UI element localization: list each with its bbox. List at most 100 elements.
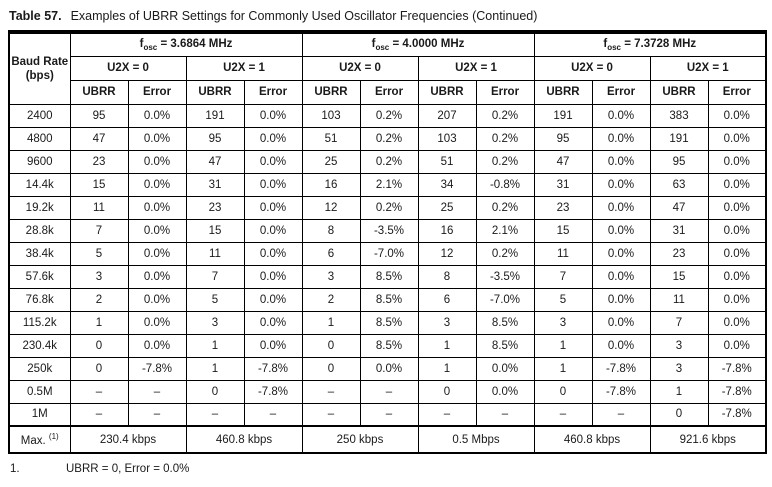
- value-cell: 0.2%: [475, 126, 535, 151]
- max-value-cell: 230.4 kbps: [69, 425, 187, 454]
- value-cell: 0.2%: [359, 103, 419, 128]
- value-cell: 2.1%: [359, 172, 419, 197]
- value-cell: 8.5%: [359, 333, 419, 358]
- value-cell: 0.0%: [707, 333, 767, 358]
- baud-cell: 230.4k: [8, 333, 71, 358]
- value-cell: 0: [69, 333, 129, 358]
- value-cell: 0.0%: [591, 195, 651, 220]
- column-header: Error: [243, 79, 303, 105]
- value-cell: 3: [649, 333, 709, 358]
- value-cell: -7.8%: [707, 379, 767, 404]
- max-value-cell: 460.8 kbps: [185, 425, 303, 454]
- value-cell: 0.2%: [359, 195, 419, 220]
- baud-cell: 14.4k: [8, 172, 71, 197]
- column-header: UBRR: [301, 79, 361, 105]
- value-cell: 1: [417, 333, 477, 358]
- table-row: 0.5M – –0 -7.8% – –0 0.0% 0 -7.8% 1 -7.8%: [8, 379, 767, 404]
- value-cell: 0.2%: [475, 103, 535, 128]
- value-cell: 3: [533, 310, 593, 335]
- value-cell: 25: [417, 195, 477, 220]
- baud-cell: 57.6k: [8, 264, 71, 289]
- value-cell: 0.0%: [707, 149, 767, 174]
- value-cell: 0.0%: [707, 264, 767, 289]
- value-cell: 8: [417, 264, 477, 289]
- fosc-subscript: osc: [607, 42, 622, 52]
- baud-cell: 19.2k: [8, 195, 71, 220]
- value-cell: –: [417, 402, 477, 427]
- table-row: 9600 23 0.0% 47 0.0% 25 0.2% 51 0.2% 47 0.0% 95 0.0%: [8, 149, 767, 174]
- value-cell: 11: [533, 241, 593, 266]
- value-cell: -7.8%: [591, 356, 651, 381]
- value-cell: –: [127, 402, 187, 427]
- max-value-cell: 921.6 kbps: [649, 425, 767, 454]
- value-cell: 191: [649, 126, 709, 151]
- column-header: Error: [707, 79, 767, 105]
- column-header: UBRR: [533, 79, 593, 105]
- table-row: 57.6k 3 0.0% 7 0.0% 3 8.5% 8 -3.5% 7 0.0% 15 0.0%: [8, 264, 767, 289]
- value-cell: –: [301, 379, 361, 404]
- footnote-text: UBRR = 0, Error = 0.0%: [66, 463, 190, 475]
- value-cell: 0.0%: [359, 356, 419, 381]
- value-cell: 0.0%: [707, 287, 767, 312]
- value-cell: 15: [533, 218, 593, 243]
- value-cell: –: [475, 402, 535, 427]
- value-cell: 7: [185, 264, 245, 289]
- value-cell: 7: [69, 218, 129, 243]
- column-header: UBRR: [417, 79, 477, 105]
- column-header: Error: [475, 79, 535, 105]
- value-cell: 6: [417, 287, 477, 312]
- fosc-header-4-0000: fosc = 4.0000 MHz: [301, 31, 535, 57]
- max-speed-row: Max. (1) 230.4 kbps 460.8 kbps 250 kbps …: [8, 425, 767, 454]
- table-row: 2400 95 0.0% 191 0.0% 103 0.2% 207 0.2% 191 0.0% 38…: [8, 103, 767, 128]
- value-cell: 15: [649, 264, 709, 289]
- value-cell: 0.0%: [591, 241, 651, 266]
- value-cell: 31: [533, 172, 593, 197]
- table-header: Baud Rate (bps) fosc = 3.6864 MHz fosc =…: [8, 31, 767, 105]
- max-value-cell: 250 kbps: [301, 425, 419, 454]
- value-cell: 47: [185, 149, 245, 174]
- value-cell: 16: [417, 218, 477, 243]
- value-cell: 0.2%: [475, 149, 535, 174]
- value-cell: 0.0%: [591, 172, 651, 197]
- value-cell: 0.0%: [591, 310, 651, 335]
- value-cell: 0.0%: [243, 126, 303, 151]
- value-cell: 0.0%: [243, 195, 303, 220]
- value-cell: 0.0%: [243, 287, 303, 312]
- max-label: Max.: [20, 435, 46, 447]
- value-cell: 0.0%: [591, 264, 651, 289]
- table-caption-text: Examples of UBRR Settings for Commonly U…: [70, 9, 538, 23]
- value-cell: 95: [533, 126, 593, 151]
- u2x-header: U2X = 0: [69, 55, 187, 81]
- value-cell: 1: [185, 333, 245, 358]
- value-cell: 0.0%: [243, 218, 303, 243]
- fosc-value: = 4.0000 MHz: [389, 37, 465, 50]
- baud-cell: 1M: [8, 402, 71, 427]
- value-cell: 383: [649, 103, 709, 128]
- header-row-cols: UBRR Error UBRR Error UBRR Error UBRR Er…: [9, 79, 767, 105]
- value-cell: 95: [649, 149, 709, 174]
- value-cell: 23: [185, 195, 245, 220]
- value-cell: 31: [649, 218, 709, 243]
- value-cell: 1: [417, 356, 477, 381]
- table-row: 250k 0 -7.8% 1 -7.8% 0 0.0% 1 0.0% 1 -7.8% 3 -7.8%: [8, 356, 767, 381]
- value-cell: 0.0%: [707, 310, 767, 335]
- value-cell: 23: [69, 149, 129, 174]
- value-cell: 3: [649, 356, 709, 381]
- value-cell: 31: [185, 172, 245, 197]
- value-cell: 0.0%: [127, 195, 187, 220]
- value-cell: 34: [417, 172, 477, 197]
- baud-rate-header: Baud Rate (bps): [8, 31, 71, 105]
- value-cell: 16: [301, 172, 361, 197]
- footnote: 1. UBRR = 0, Error = 0.0%: [10, 463, 772, 475]
- value-cell: 0: [417, 379, 477, 404]
- value-cell: 0.0%: [243, 310, 303, 335]
- table-row: 38.4k 5 0.0% 11 0.0% 6 -7.0% 12 0.2% 11 0.0% 23 0.0%: [8, 241, 767, 266]
- value-cell: 191: [185, 103, 245, 128]
- u2x-header: U2X = 0: [301, 55, 419, 81]
- value-cell: 0.0%: [243, 172, 303, 197]
- value-cell: –: [359, 402, 419, 427]
- value-cell: 0.0%: [127, 149, 187, 174]
- fosc-symbol: f: [139, 37, 144, 50]
- baud-cell: 9600: [8, 149, 71, 174]
- value-cell: 47: [533, 149, 593, 174]
